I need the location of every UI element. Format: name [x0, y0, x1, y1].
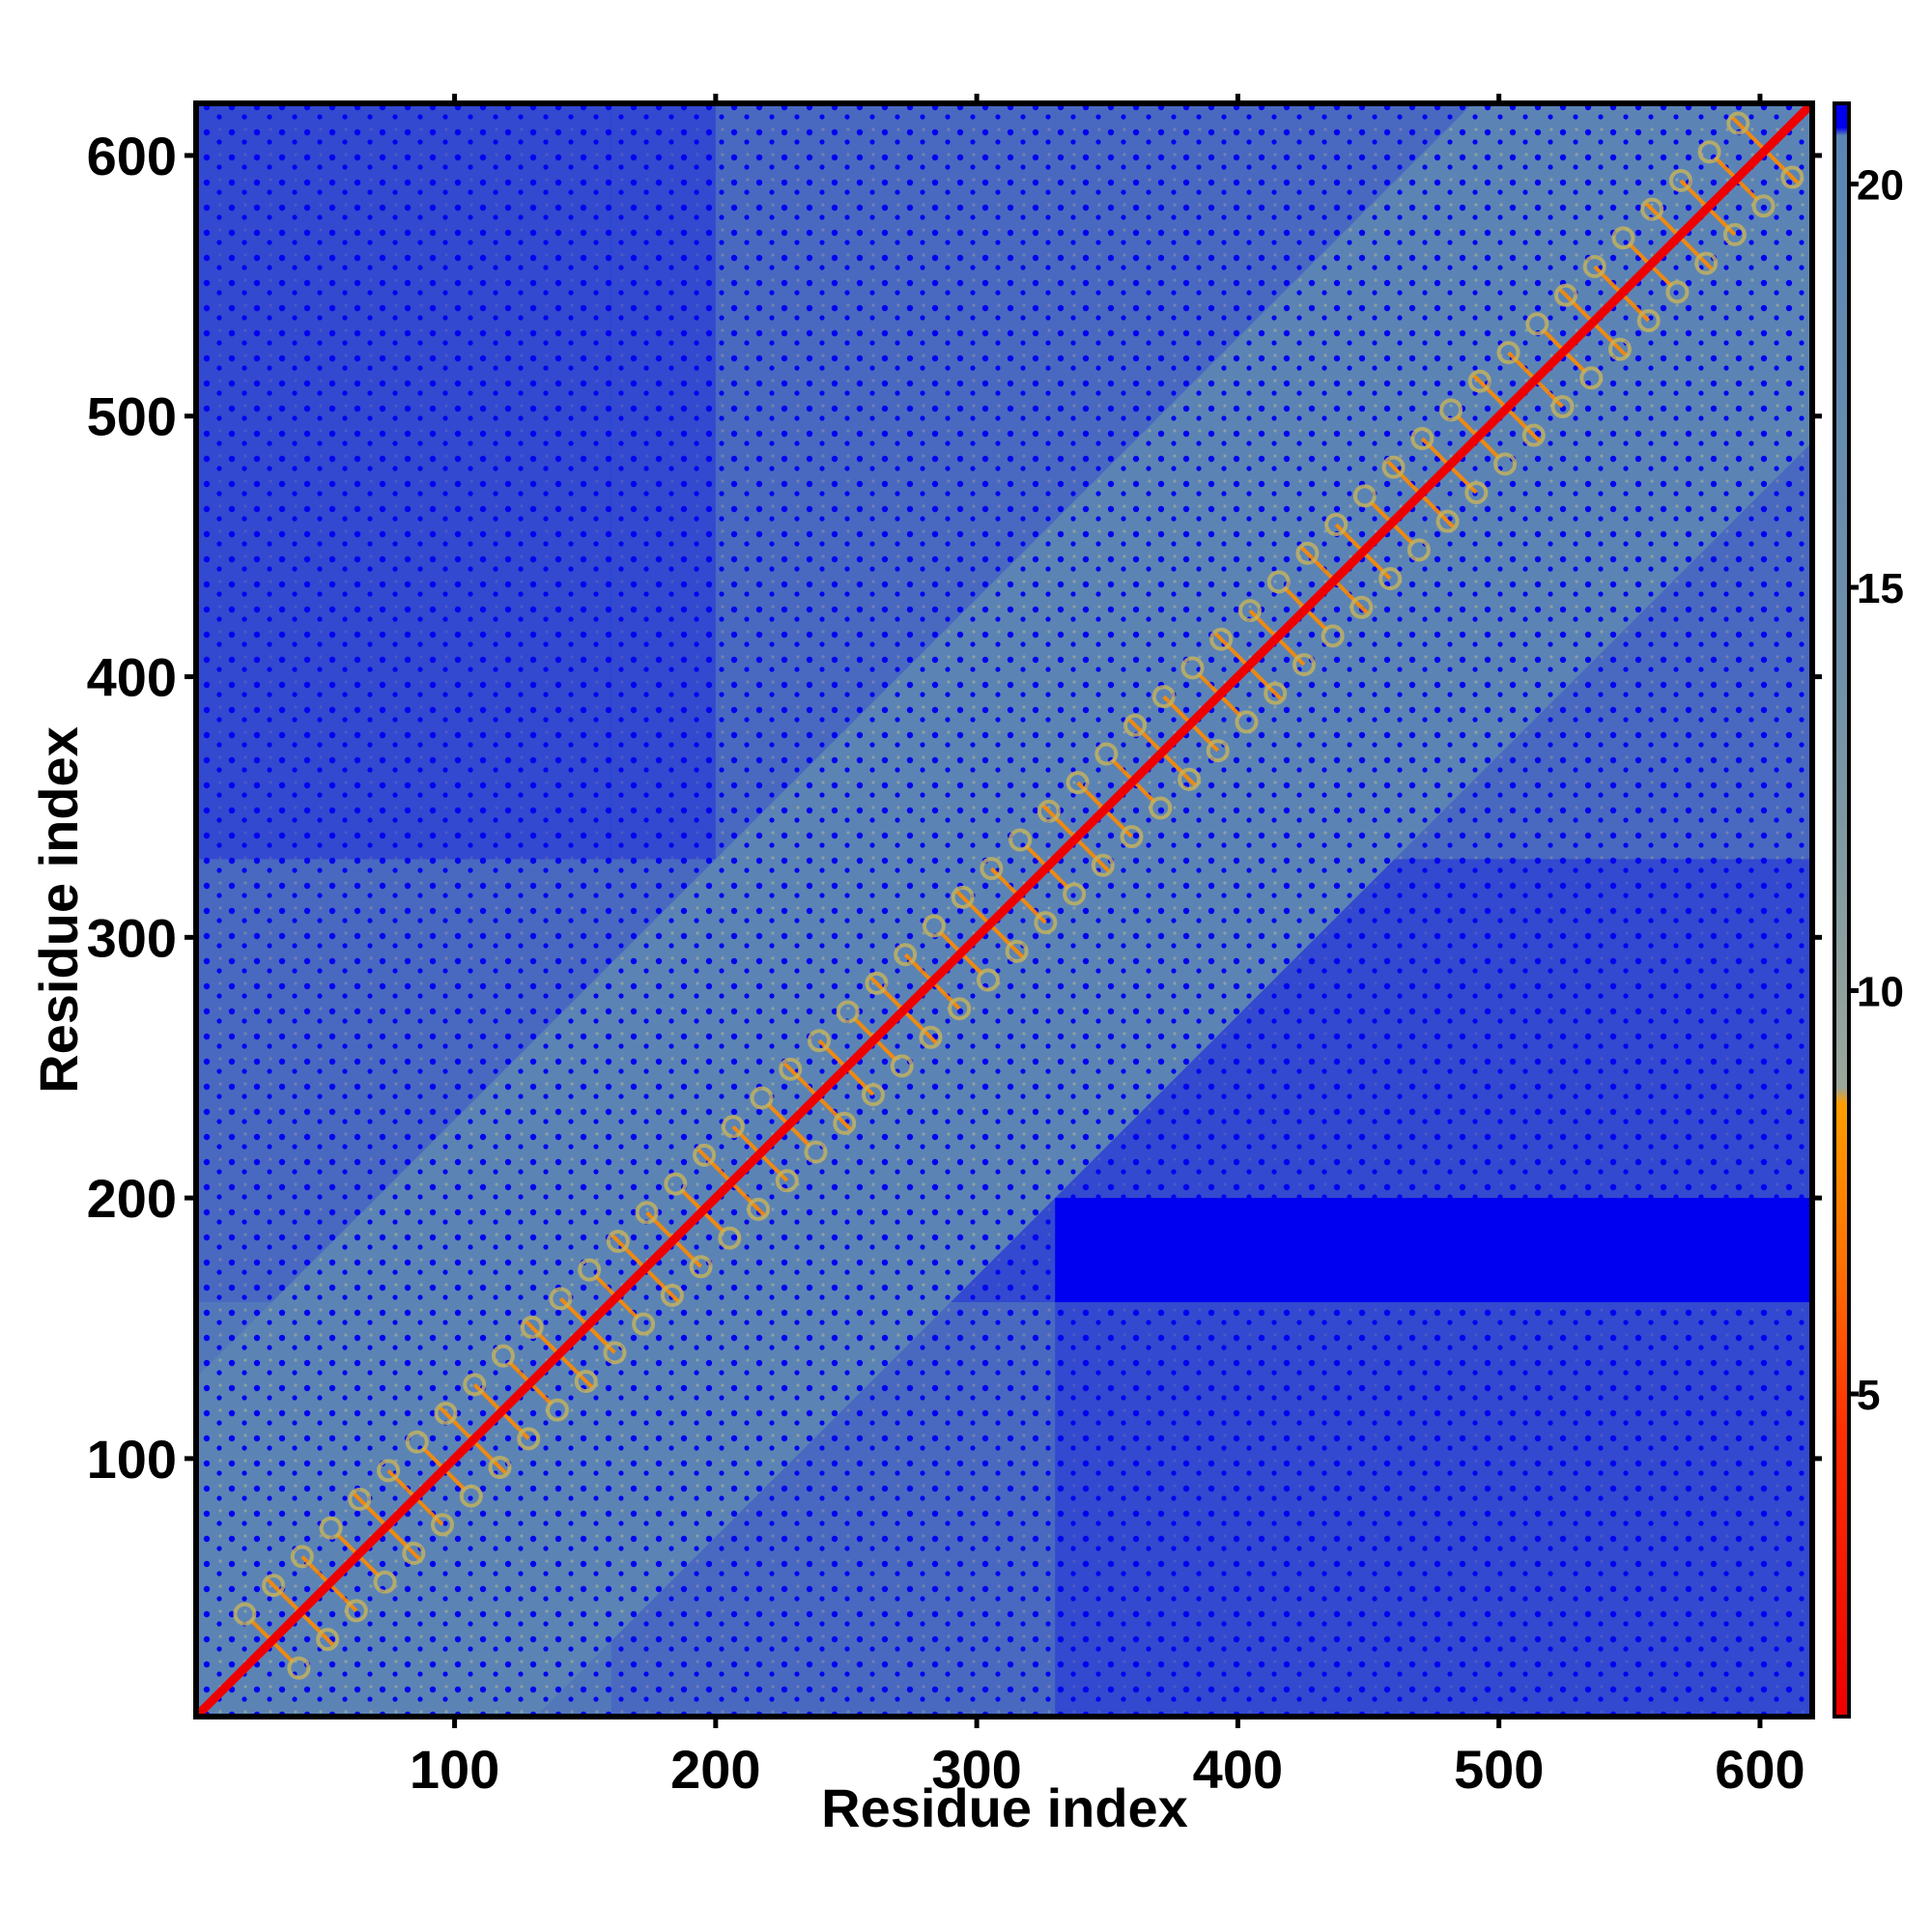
colorbar-ticks: 5 10 15 20 — [1849, 162, 1904, 1419]
x-tick-label: 200 — [670, 1739, 760, 1800]
colorbar-tick-label: 20 — [1857, 162, 1904, 210]
colorbar-gradient — [1833, 101, 1851, 1719]
x-axis: 100 200 300 400 500 600 — [410, 94, 1805, 1800]
colorbar-tick-label: 15 — [1857, 565, 1904, 612]
x-tick-label: 400 — [1193, 1739, 1283, 1800]
y-tick-label: 100 — [87, 1429, 177, 1490]
y-tick-label: 300 — [87, 907, 177, 968]
y-tick-label: 400 — [87, 647, 177, 708]
colorbar-tick-label: 5 — [1857, 1372, 1880, 1419]
y-tick-label: 500 — [87, 386, 177, 447]
x-tick-label: 600 — [1715, 1739, 1804, 1800]
y-tick-label: 600 — [87, 126, 177, 186]
diagonal-line — [196, 103, 1812, 1717]
heatmap-plot-area — [196, 103, 1812, 1717]
colorbar: 5 10 15 20 — [1833, 101, 1904, 1719]
contact-motif — [233, 1602, 311, 1680]
plot-frame — [193, 100, 1815, 1719]
y-axis-title: Residue index — [28, 726, 89, 1094]
x-tick-label: 500 — [1454, 1739, 1544, 1800]
y-tick-label: 200 — [87, 1168, 177, 1229]
colorbar-tick-label: 10 — [1857, 969, 1904, 1016]
x-axis-title: Residue index — [821, 1777, 1188, 1838]
heatmap-cells — [196, 103, 1812, 1717]
x-tick-label: 300 — [931, 1739, 1021, 1800]
x-tick-label: 100 — [410, 1739, 499, 1800]
y-axis: 100 200 300 400 500 600 — [87, 126, 1822, 1490]
